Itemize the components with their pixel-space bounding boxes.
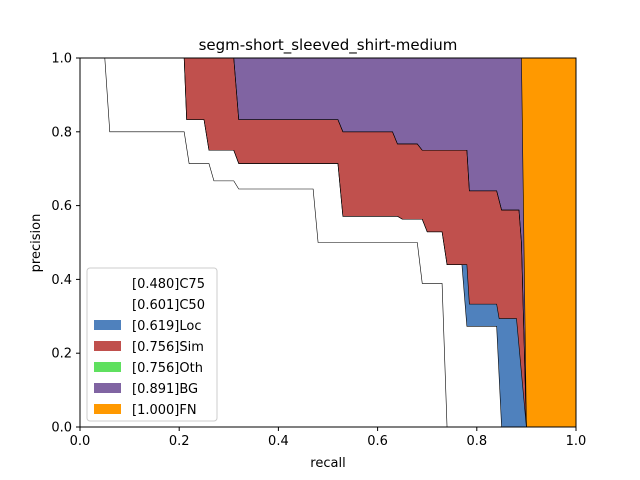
x-tick-label: 0.4 (268, 434, 289, 449)
y-tick-label: 0.8 (51, 125, 72, 140)
legend-swatch-oth (94, 362, 121, 372)
y-tick-label: 0.6 (51, 199, 72, 214)
curve-c75 (80, 57, 448, 428)
x-tick-label: 0.2 (169, 434, 190, 449)
y-tick-label: 1.0 (51, 52, 72, 67)
legend-label-sim: [0.756]Sim (132, 340, 204, 355)
legend-label-c50: [0.601]C50 (132, 298, 205, 313)
legend: [0.480]C75 [0.601]C50 [0.619]Loc [0.756]Sim… (86, 267, 218, 422)
curve-loc (80, 57, 527, 428)
legend-label-oth: [0.756]Oth (132, 361, 203, 376)
legend-label-bg: [0.891]BG (132, 382, 198, 397)
axes: 0.0 0.2 0.4 0.6 0.8 1.0 0.0 0.2 0.4 0.6 0.8 1.0 (51, 52, 586, 450)
axes-frame (79, 57, 577, 428)
x-axis-label: recall (310, 456, 345, 471)
legend-swatch-c75 (94, 278, 121, 288)
x-tick-label: 0.6 (367, 434, 388, 449)
legend-swatch-fn (94, 404, 121, 414)
legend-swatch-c50 (94, 299, 121, 309)
legend-swatch-bg (94, 383, 121, 393)
y-tick-label: 0.4 (51, 273, 72, 288)
legend-swatch-loc (94, 320, 121, 330)
x-tick-label: 0.8 (466, 434, 487, 449)
chart-title: segm-short_sleeved_shirt-medium (199, 36, 458, 55)
plot-area (80, 57, 577, 428)
y-axis-label: precision (29, 214, 44, 273)
x-tick-label: 0.0 (70, 434, 91, 449)
curve-oth (80, 57, 527, 428)
x-tick-label: 1.0 (566, 434, 587, 449)
legend-label-loc: [0.619]Loc (132, 319, 201, 334)
y-tick-label: 0.0 (51, 421, 72, 436)
legend-swatch-sim (94, 341, 121, 351)
legend-label-c75: [0.480]C75 (132, 277, 205, 292)
legend-label-fn: [1.000]FN (132, 403, 197, 418)
y-tick-label: 0.2 (51, 347, 72, 362)
